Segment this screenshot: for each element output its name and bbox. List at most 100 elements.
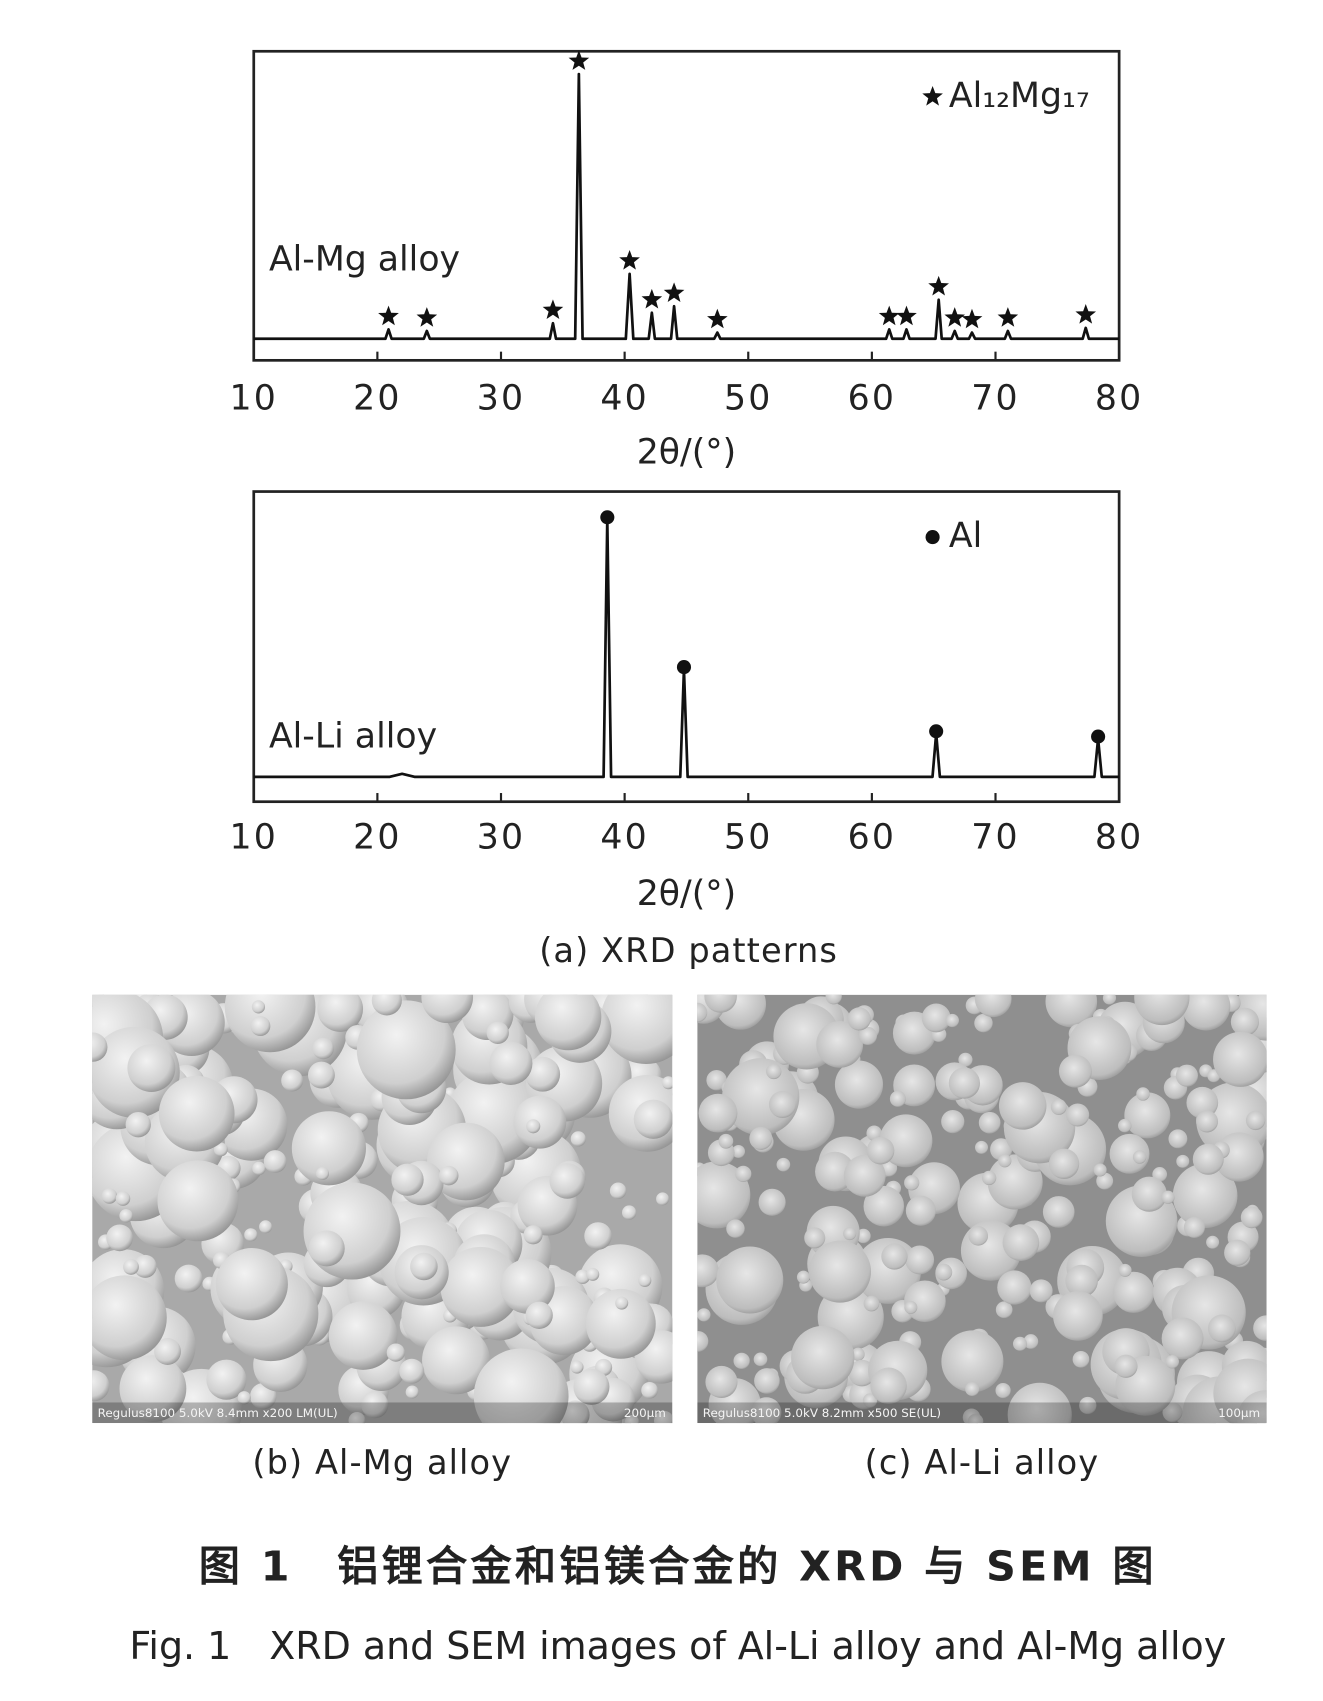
particle bbox=[825, 994, 842, 1005]
particle bbox=[941, 1110, 965, 1134]
x-tick-label: 20 bbox=[353, 818, 401, 858]
x-tick-label: 70 bbox=[971, 818, 1019, 858]
particle bbox=[405, 1385, 419, 1399]
particle bbox=[1168, 1129, 1188, 1149]
particle bbox=[575, 1269, 590, 1285]
particle bbox=[766, 1063, 782, 1080]
particle bbox=[1114, 1354, 1138, 1378]
chart: 10 20 30 40 50 60 70 80 2θ/(°) Al-Li alloy Al bbox=[230, 490, 1141, 914]
particle bbox=[866, 1125, 882, 1141]
particle bbox=[440, 1246, 521, 1327]
particle bbox=[751, 1397, 782, 1424]
particle bbox=[422, 1326, 490, 1395]
particle bbox=[698, 1093, 738, 1133]
particle bbox=[259, 1220, 273, 1234]
peak-marker bbox=[928, 275, 949, 296]
particle bbox=[386, 1343, 405, 1362]
particle bbox=[921, 1003, 951, 1033]
particle bbox=[975, 1140, 989, 1154]
particle bbox=[958, 1052, 973, 1067]
particle bbox=[731, 1145, 746, 1159]
peak-marker bbox=[416, 307, 438, 327]
particle bbox=[974, 994, 1012, 1018]
particle bbox=[1172, 1163, 1238, 1229]
particle bbox=[391, 1163, 424, 1196]
particle bbox=[303, 1182, 401, 1280]
particle bbox=[525, 1301, 553, 1329]
particle bbox=[776, 1157, 791, 1172]
peak-marker bbox=[378, 305, 399, 326]
particle bbox=[935, 1263, 953, 1281]
particle bbox=[705, 1365, 738, 1399]
particle bbox=[133, 1254, 157, 1278]
particle bbox=[250, 1016, 271, 1037]
sem-images: Regulus8100 5.0kV 8.4mm x200 LM(UL) 200μm… bbox=[92, 994, 1267, 1482]
particle bbox=[638, 1273, 652, 1287]
particle bbox=[244, 1228, 258, 1242]
particle bbox=[881, 1243, 908, 1270]
x-tick-label: 30 bbox=[477, 818, 525, 858]
particle bbox=[967, 1413, 984, 1424]
particle bbox=[641, 1381, 658, 1399]
particle bbox=[697, 1308, 711, 1322]
particle bbox=[119, 1209, 133, 1223]
particle bbox=[697, 1331, 709, 1352]
particle bbox=[489, 1041, 533, 1085]
peak-marker bbox=[1091, 729, 1106, 744]
particle bbox=[1093, 1163, 1107, 1177]
particle bbox=[1118, 1118, 1132, 1133]
particle bbox=[697, 1254, 719, 1288]
particle bbox=[1066, 1103, 1090, 1127]
particle bbox=[573, 1368, 610, 1405]
particle bbox=[1053, 1291, 1103, 1341]
particle bbox=[704, 994, 737, 1013]
particle bbox=[328, 1301, 398, 1370]
particle bbox=[768, 1090, 797, 1119]
particle bbox=[1175, 1064, 1198, 1087]
x-tick-label: 50 bbox=[724, 818, 772, 858]
x-tick-label: 30 bbox=[477, 378, 525, 418]
particle bbox=[1183, 1216, 1205, 1238]
particle bbox=[601, 994, 673, 1065]
peak-marker bbox=[641, 288, 663, 309]
particle bbox=[1029, 1279, 1053, 1303]
particle bbox=[215, 1248, 288, 1321]
peak-marker bbox=[929, 724, 944, 739]
particle bbox=[941, 1330, 1004, 1393]
particle bbox=[174, 1264, 203, 1293]
particle bbox=[549, 1163, 586, 1199]
particle bbox=[371, 994, 402, 1016]
particle bbox=[410, 1252, 438, 1281]
particle bbox=[92, 1275, 167, 1361]
particle bbox=[735, 1165, 752, 1183]
x-tick-label: 10 bbox=[230, 378, 278, 418]
particle bbox=[307, 1061, 335, 1089]
sem-scale-bar: 200μm bbox=[624, 1406, 666, 1420]
particle bbox=[749, 1126, 773, 1150]
particle bbox=[981, 1170, 997, 1186]
particle bbox=[609, 1182, 627, 1200]
particle bbox=[1224, 1239, 1251, 1266]
particle bbox=[1124, 1092, 1171, 1139]
particle bbox=[904, 1300, 918, 1314]
particle bbox=[224, 994, 316, 1053]
particle bbox=[995, 1382, 1011, 1399]
peak-marker bbox=[961, 308, 983, 329]
particle bbox=[851, 1347, 865, 1361]
particle bbox=[1230, 1007, 1260, 1036]
particle bbox=[661, 1076, 673, 1090]
particle bbox=[1186, 1086, 1219, 1119]
particle bbox=[1237, 1390, 1267, 1424]
particle bbox=[622, 1205, 637, 1220]
particle bbox=[1213, 1031, 1267, 1087]
particle bbox=[1102, 994, 1117, 1005]
series-label: Al-Mg alloy bbox=[269, 240, 460, 280]
particle bbox=[127, 1044, 176, 1093]
particle bbox=[1079, 1396, 1097, 1415]
particle bbox=[125, 1111, 151, 1138]
x-tick-label: 40 bbox=[600, 378, 648, 418]
particle bbox=[905, 1195, 936, 1226]
particle bbox=[733, 1352, 750, 1369]
particle bbox=[500, 1259, 555, 1314]
